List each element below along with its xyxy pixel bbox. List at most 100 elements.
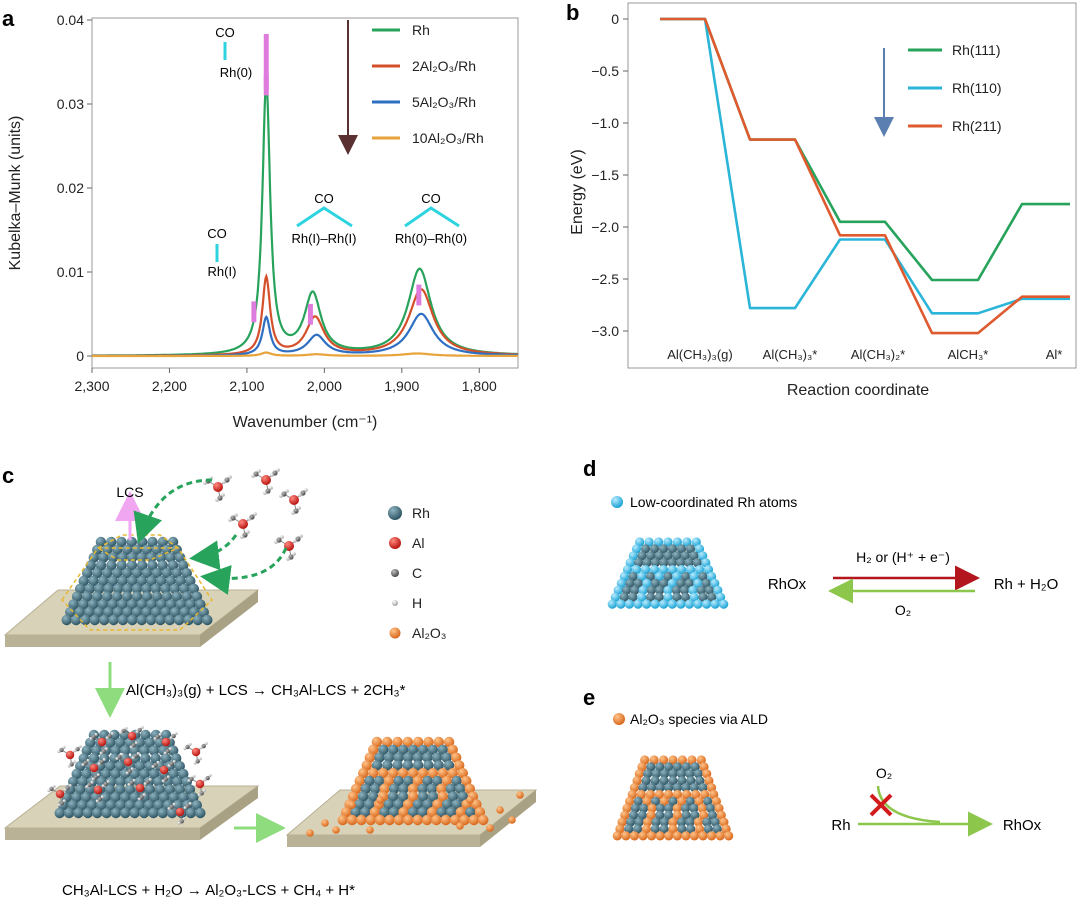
hydrogen-atom [102, 757, 106, 762]
al2o3-particle [366, 826, 374, 834]
atom [191, 800, 202, 811]
hydrogen-atom [297, 506, 301, 510]
atom [637, 571, 647, 582]
al2o3-particle [456, 822, 464, 830]
atom [668, 824, 678, 834]
hydrogen-atom [203, 481, 207, 485]
atom [92, 568, 103, 579]
atom [443, 760, 455, 771]
panel-e-label: e [583, 685, 595, 710]
atom [146, 575, 157, 587]
atom [447, 768, 458, 779]
y-tick-label-a: 0.01 [57, 264, 84, 280]
atom [659, 796, 669, 807]
atom [384, 814, 395, 826]
carbon-atom [249, 514, 255, 520]
atom [629, 783, 640, 793]
blocked-x-icon [869, 793, 893, 817]
atom [682, 537, 692, 547]
carbon-atom [300, 490, 306, 496]
legend-c-al2o3-icon [389, 627, 401, 639]
hydrogen-atom [246, 530, 250, 534]
atom [651, 769, 661, 779]
atom [397, 744, 409, 755]
atom [644, 537, 654, 547]
atom [165, 599, 177, 610]
atom [680, 592, 691, 602]
atom [712, 824, 722, 834]
al2o3-particle [306, 829, 314, 837]
atom [676, 565, 687, 575]
atom [690, 762, 700, 772]
hydrogen-atom [270, 473, 274, 477]
atom [402, 736, 413, 748]
carbon-atom [59, 747, 64, 753]
atom [446, 807, 457, 818]
legend-e-label: Al₂O₃ species via ALD [630, 711, 768, 727]
atom [709, 789, 719, 800]
panel-b: b 0 −0.5 −1.0 −1.5 −2.0 −2.5 −3.0 Al(CH₃)₃(g) Al… [566, 0, 1077, 399]
co-label-bridge1: CO [314, 191, 334, 206]
atom [668, 769, 678, 779]
atom [412, 752, 423, 763]
atom [423, 760, 434, 771]
atom [170, 607, 181, 618]
hydrogen-atom [63, 788, 67, 792]
category-label-b: Al* [1046, 347, 1063, 362]
atom [140, 729, 151, 741]
atom [54, 807, 65, 819]
atom [672, 803, 682, 813]
x-tick-label-a: 2,100 [229, 378, 264, 394]
carbon-atom [293, 508, 299, 514]
carbon-atom [281, 491, 287, 497]
atom [707, 810, 718, 820]
atom [694, 544, 705, 554]
atom [421, 814, 433, 826]
category-label-b: Al(CH₃)₃* [763, 347, 818, 362]
atom [110, 745, 121, 756]
atom [124, 800, 136, 811]
atom [692, 558, 703, 568]
atom [88, 753, 100, 764]
carbon-atom [169, 761, 174, 767]
atom [432, 775, 443, 787]
atom [141, 591, 153, 602]
atom [631, 544, 642, 554]
e-curve [876, 785, 941, 824]
atom [619, 571, 630, 582]
atom [191, 591, 203, 602]
atom [642, 578, 652, 589]
carbon-atom [117, 754, 122, 760]
atom [413, 736, 424, 748]
rh-cluster-e [612, 755, 734, 841]
atom [134, 737, 146, 748]
atom [195, 599, 206, 610]
atom [85, 737, 96, 748]
atom [651, 796, 661, 807]
atom [202, 614, 213, 626]
atom [668, 796, 678, 807]
atom [704, 585, 715, 595]
atom [417, 791, 429, 802]
carbon-atom [59, 801, 64, 806]
al2o3-particle [486, 824, 494, 832]
atom [145, 614, 157, 626]
atom [638, 783, 648, 793]
annotations-a: CO Rh(0) CO Rh(I) CO Rh(I)–Rh(I) CO Rh(0… [207, 25, 467, 279]
atom [150, 607, 162, 618]
atom [368, 744, 379, 755]
hydrogen-atom [274, 540, 278, 544]
legend-label-a: 5Al₂O₃/Rh [412, 94, 476, 110]
atom [624, 599, 635, 609]
carbon-atom [91, 734, 96, 740]
atom [681, 810, 691, 820]
hydrogen-atom [99, 751, 103, 755]
atom [184, 784, 196, 795]
atom [82, 807, 94, 819]
atom [388, 744, 399, 755]
hydrogen-atom [115, 757, 119, 761]
y-tick-label-a: 0.02 [57, 180, 84, 196]
atom [680, 585, 690, 595]
x-tick-label-a: 2,300 [74, 378, 109, 394]
atom [151, 591, 163, 602]
